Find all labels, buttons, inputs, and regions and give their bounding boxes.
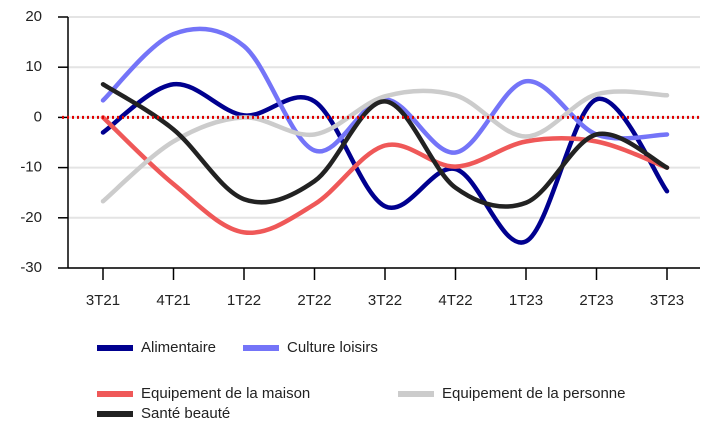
legend-label: Culture loisirs [287, 339, 378, 356]
y-tick-label: -20 [20, 209, 42, 226]
x-tick-label: 3T22 [368, 292, 402, 309]
x-tick-label: 4T21 [156, 292, 190, 309]
series-line [100, 115, 670, 235]
x-tick-label: 2T23 [579, 292, 613, 309]
x-tick-label: 1T23 [509, 292, 543, 309]
x-tick-label: 3T23 [650, 292, 684, 309]
x-tick-label: 1T22 [227, 292, 261, 309]
x-tick-label: 3T21 [86, 292, 120, 309]
y-tick-label: 20 [25, 8, 42, 25]
x-tick-label: 4T22 [438, 292, 472, 309]
series-line [100, 88, 670, 204]
series-line [100, 82, 670, 209]
legend-label: Alimentaire [141, 339, 216, 356]
y-tick-label: -30 [20, 259, 42, 276]
y-tick-label: 0 [34, 108, 42, 125]
series-line [100, 82, 670, 245]
y-tick-label: 10 [25, 58, 42, 75]
legend-label: Equipement de la personne [442, 385, 625, 402]
legend-label: Santé beauté [141, 405, 230, 422]
y-tick-label: -10 [20, 159, 42, 176]
x-tick-label: 2T22 [297, 292, 331, 309]
legend-label: Equipement de la maison [141, 385, 310, 402]
